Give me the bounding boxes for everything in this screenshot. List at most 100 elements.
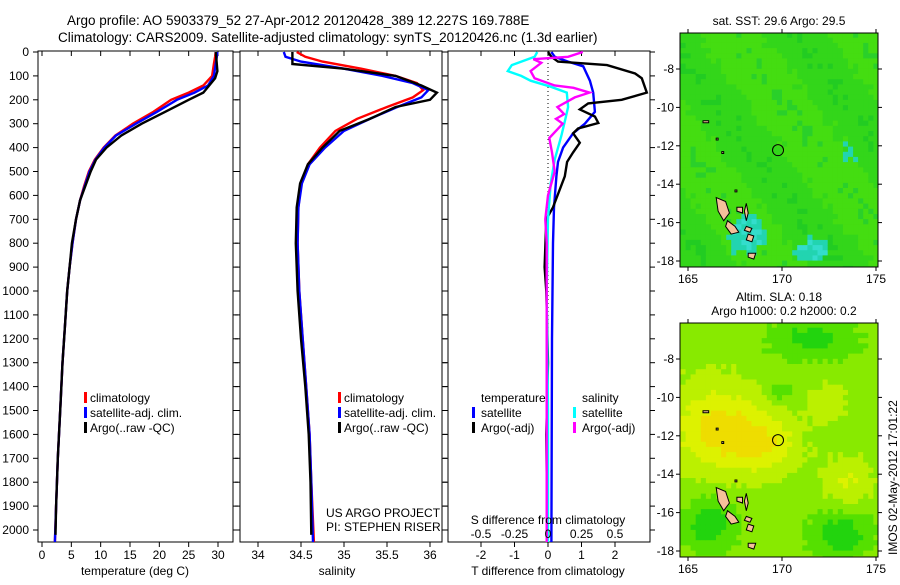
map-cell: [761, 224, 768, 230]
map-cell: [868, 110, 874, 116]
map-cell: [690, 405, 697, 412]
map-cell: [726, 353, 732, 360]
map-cell: [827, 493, 834, 500]
map-cell: [842, 369, 849, 375]
map-cell: [705, 203, 712, 210]
map-cell: [837, 172, 844, 179]
map-cell: [721, 426, 727, 432]
map-cell: [868, 389, 874, 396]
map-cell: [731, 483, 737, 489]
map-cell: [705, 436, 712, 443]
map-cell: [787, 384, 793, 391]
map-cell: [873, 353, 879, 360]
map-cell: [736, 431, 742, 437]
map-cell: [721, 545, 727, 551]
map-cell: [787, 208, 793, 215]
map-cell: [736, 379, 742, 386]
map-cell: [863, 172, 869, 179]
map-cell: [792, 146, 798, 153]
map-cell: [837, 68, 844, 75]
map-cell: [746, 37, 752, 44]
map-cell: [680, 214, 686, 220]
map-cell: [863, 446, 869, 453]
map-cell: [848, 436, 854, 443]
map-cell: [741, 535, 747, 541]
map-cell: [710, 462, 717, 469]
map-cell: [797, 151, 803, 158]
map-cell: [726, 99, 732, 106]
map-cell: [868, 99, 874, 106]
map-cell: [771, 193, 778, 199]
map-cell: [787, 53, 793, 59]
map-cell: [832, 431, 839, 437]
map-cell: [700, 53, 707, 59]
map-cell: [721, 529, 727, 536]
map-cell: [766, 53, 773, 59]
map-cell: [746, 441, 752, 448]
map-cell: [873, 529, 879, 536]
map-cell: [848, 467, 854, 474]
map-cell: [771, 358, 778, 365]
map-cell: [771, 214, 778, 220]
map-cell: [751, 504, 757, 510]
map-cell: [771, 42, 778, 49]
map-cell: [721, 146, 727, 153]
map-cell: [797, 219, 803, 225]
map-cell: [797, 379, 803, 386]
map-cell: [848, 457, 854, 463]
legend-label: satellite: [481, 406, 522, 420]
map-cell: [705, 389, 712, 396]
map-cell: [776, 389, 783, 396]
map-cell: [812, 84, 818, 90]
map-cell: [787, 74, 793, 80]
map-cell: [746, 431, 752, 437]
map-cell: [853, 120, 859, 127]
map-cell: [731, 188, 737, 194]
map-cell: [710, 358, 717, 365]
map-cell: [863, 229, 869, 236]
map-cell: [690, 63, 697, 70]
map-cell: [832, 239, 839, 246]
map-cell: [797, 332, 803, 339]
map-cell: [787, 48, 793, 54]
map-cell: [741, 131, 747, 137]
map-cell: [782, 323, 788, 329]
map-cell: [842, 42, 849, 49]
map-cell: [792, 250, 798, 256]
map-cell: [700, 198, 707, 204]
map-cell: [756, 63, 763, 70]
map-cell: [716, 405, 722, 412]
map-cell: [680, 509, 686, 515]
map-cell: [721, 509, 727, 515]
map-cell: [787, 446, 793, 453]
map-cell: [761, 540, 768, 546]
legend-label: climatology: [90, 391, 150, 405]
map-cell: [771, 348, 778, 354]
map-cell: [853, 234, 859, 241]
map-cell: [705, 323, 712, 329]
map-cell: [868, 156, 874, 163]
map-cell: [726, 53, 732, 59]
map-cell: [776, 203, 783, 210]
map-cell: [766, 348, 773, 354]
map-cell: [832, 208, 839, 215]
map-cell: [853, 452, 859, 458]
map-cell: [832, 48, 839, 54]
map-cell: [817, 58, 823, 64]
map-cell: [700, 415, 707, 422]
map-cell: [868, 224, 874, 230]
map-cell: [751, 224, 757, 230]
map-cell: [685, 431, 692, 437]
map-cell: [832, 42, 839, 49]
map-cell: [807, 426, 813, 432]
map-cell: [771, 410, 778, 417]
map-cell: [868, 395, 874, 401]
map-cell: [776, 472, 783, 479]
map-cell: [756, 379, 763, 386]
map-cell: [685, 436, 692, 443]
map-cell: [797, 167, 803, 173]
map-cell: [822, 426, 829, 432]
map-cell: [842, 519, 849, 526]
map-cell: [726, 493, 732, 500]
map-cell: [705, 136, 712, 142]
